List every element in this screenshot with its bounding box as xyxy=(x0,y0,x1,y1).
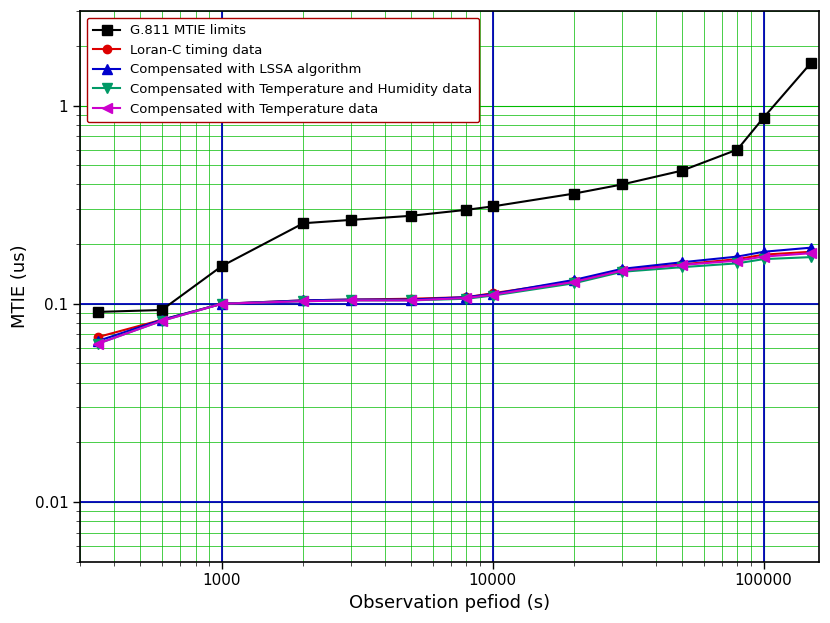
G.811 MTIE limits xyxy=(299,219,309,227)
Compensated with LSSA algorithm xyxy=(461,293,471,301)
G.811 MTIE limits xyxy=(217,262,227,270)
Loran-C timing data xyxy=(346,296,356,303)
Loran-C timing data xyxy=(217,300,227,308)
Compensated with Temperature and Humidity data xyxy=(406,297,416,304)
Loran-C timing data xyxy=(461,293,471,301)
Compensated with Temperature and Humidity data xyxy=(461,295,471,303)
Compensated with Temperature and Humidity data xyxy=(94,340,104,347)
Y-axis label: MTIE (us): MTIE (us) xyxy=(11,244,29,328)
Compensated with Temperature data xyxy=(346,297,356,304)
Compensated with Temperature and Humidity data xyxy=(346,297,356,304)
Legend: G.811 MTIE limits, Loran-C timing data, Compensated with LSSA algorithm, Compens: G.811 MTIE limits, Loran-C timing data, … xyxy=(87,17,479,122)
Line: G.811 MTIE limits: G.811 MTIE limits xyxy=(94,58,816,316)
Compensated with Temperature and Humidity data xyxy=(732,260,742,267)
G.811 MTIE limits xyxy=(406,212,416,219)
G.811 MTIE limits xyxy=(617,181,627,188)
Compensated with LSSA algorithm xyxy=(569,276,579,283)
Compensated with Temperature data xyxy=(217,300,227,308)
Compensated with LSSA algorithm xyxy=(217,300,227,308)
Compensated with LSSA algorithm xyxy=(617,265,627,273)
G.811 MTIE limits xyxy=(732,146,742,153)
Compensated with Temperature and Humidity data xyxy=(677,264,687,271)
Compensated with Temperature and Humidity data xyxy=(299,297,309,305)
Compensated with Temperature data xyxy=(157,317,167,325)
Compensated with Temperature and Humidity data xyxy=(806,254,816,261)
Loran-C timing data xyxy=(94,333,104,341)
Loran-C timing data xyxy=(157,316,167,323)
X-axis label: Observation pefiod (s): Observation pefiod (s) xyxy=(349,594,550,612)
Compensated with Temperature data xyxy=(488,291,498,298)
Loran-C timing data xyxy=(488,290,498,297)
Compensated with Temperature and Humidity data xyxy=(569,280,579,287)
Compensated with Temperature and Humidity data xyxy=(157,317,167,325)
Compensated with LSSA algorithm xyxy=(759,248,769,255)
Compensated with LSSA algorithm xyxy=(157,316,167,323)
Compensated with Temperature and Humidity data xyxy=(488,292,498,299)
Compensated with LSSA algorithm xyxy=(732,253,742,260)
G.811 MTIE limits xyxy=(94,308,104,316)
Compensated with Temperature data xyxy=(759,253,769,260)
Loran-C timing data xyxy=(299,297,309,304)
Compensated with Temperature data xyxy=(299,297,309,305)
Compensated with Temperature data xyxy=(677,261,687,269)
Compensated with Temperature data xyxy=(806,249,816,257)
G.811 MTIE limits xyxy=(346,216,356,224)
G.811 MTIE limits xyxy=(569,190,579,197)
Compensated with Temperature data xyxy=(461,294,471,302)
G.811 MTIE limits xyxy=(488,202,498,210)
G.811 MTIE limits xyxy=(806,59,816,66)
Compensated with LSSA algorithm xyxy=(406,296,416,303)
Loran-C timing data xyxy=(732,255,742,263)
Loran-C timing data xyxy=(759,251,769,259)
Compensated with LSSA algorithm xyxy=(299,297,309,304)
Loran-C timing data xyxy=(617,266,627,273)
Line: Compensated with Temperature data: Compensated with Temperature data xyxy=(94,249,816,348)
Compensated with Temperature data xyxy=(406,297,416,304)
G.811 MTIE limits xyxy=(759,114,769,121)
Line: Compensated with LSSA algorithm: Compensated with LSSA algorithm xyxy=(94,243,816,346)
Compensated with LSSA algorithm xyxy=(677,259,687,266)
Compensated with Temperature data xyxy=(617,267,627,274)
Compensated with LSSA algorithm xyxy=(488,290,498,298)
Compensated with Temperature and Humidity data xyxy=(759,255,769,263)
Compensated with Temperature data xyxy=(94,340,104,347)
Loran-C timing data xyxy=(406,295,416,303)
G.811 MTIE limits xyxy=(461,206,471,214)
Compensated with Temperature data xyxy=(569,278,579,285)
Compensated with LSSA algorithm xyxy=(94,337,104,345)
Compensated with LSSA algorithm xyxy=(346,296,356,303)
Compensated with Temperature and Humidity data xyxy=(217,300,227,308)
Line: Loran-C timing data: Loran-C timing data xyxy=(94,247,815,341)
Compensated with Temperature data xyxy=(732,257,742,264)
G.811 MTIE limits xyxy=(677,167,687,174)
Loran-C timing data xyxy=(677,260,687,268)
Compensated with LSSA algorithm xyxy=(806,244,816,251)
G.811 MTIE limits xyxy=(157,307,167,314)
Loran-C timing data xyxy=(569,277,579,285)
Loran-C timing data xyxy=(806,248,816,255)
Compensated with Temperature and Humidity data xyxy=(617,268,627,275)
Line: Compensated with Temperature and Humidity data: Compensated with Temperature and Humidit… xyxy=(94,252,816,348)
